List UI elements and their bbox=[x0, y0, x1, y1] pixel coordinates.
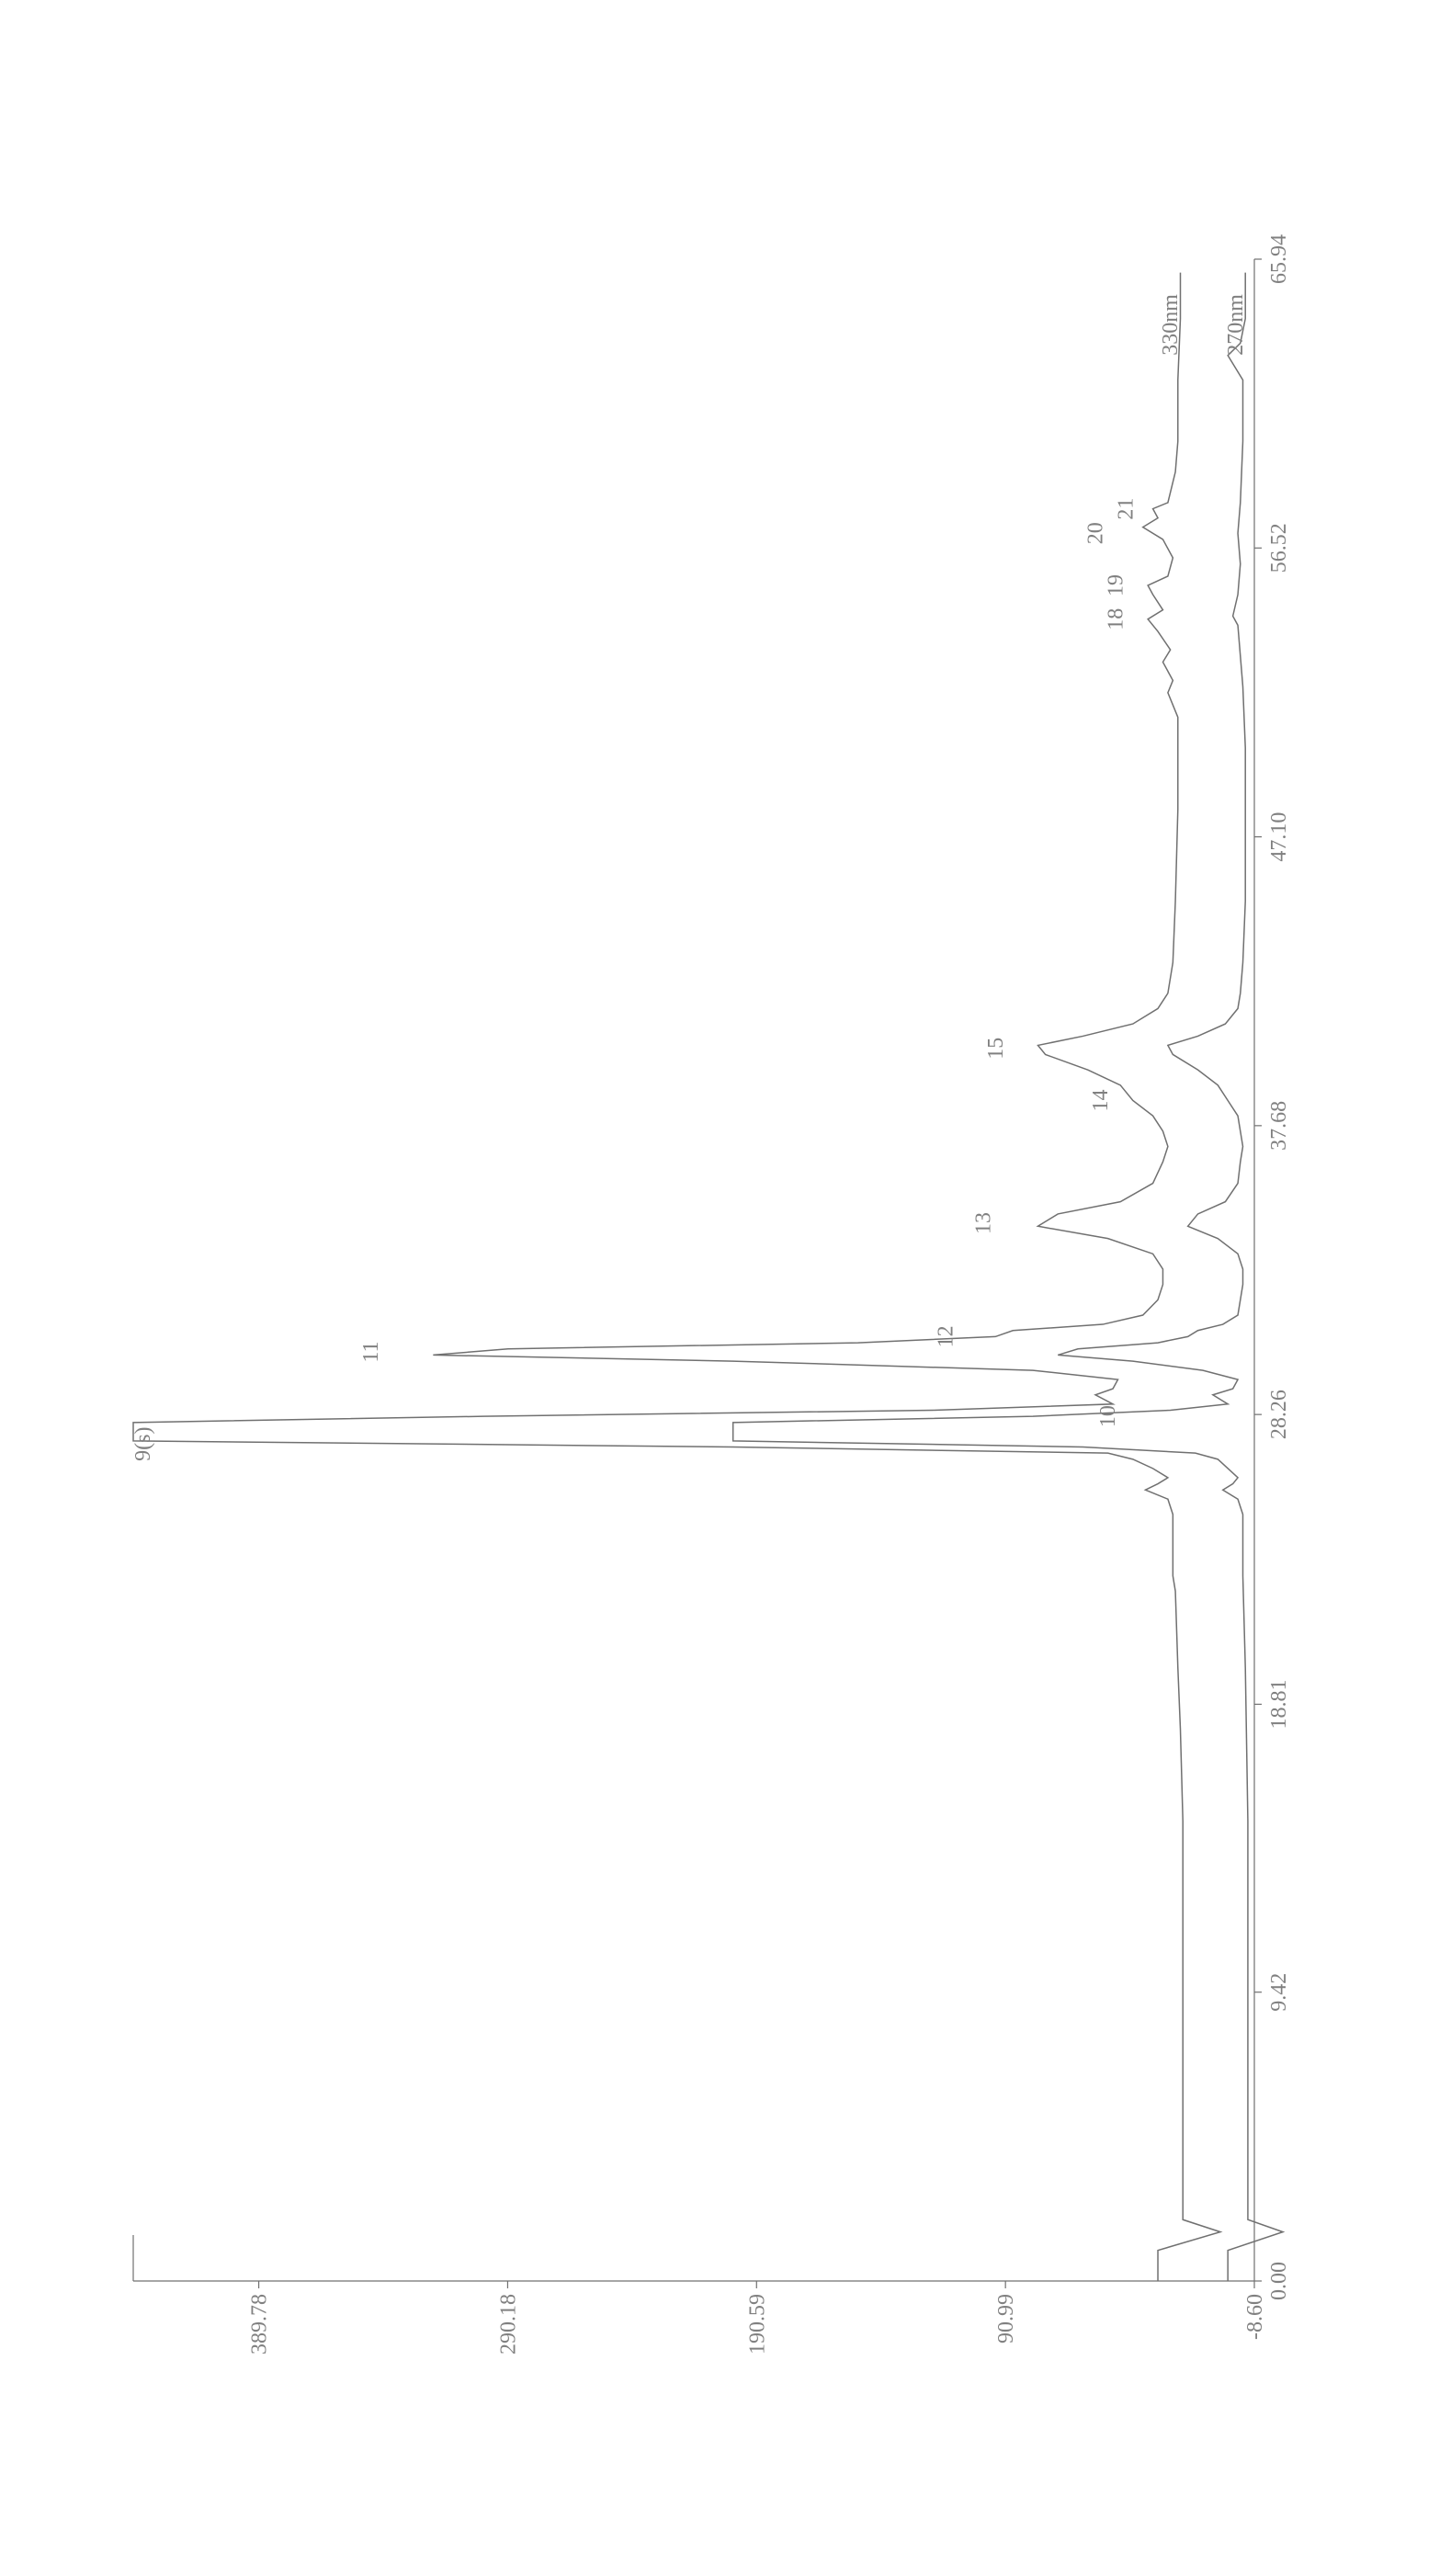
lower-trace-270nm bbox=[732, 272, 1282, 2280]
peak-label: 13 bbox=[971, 1211, 995, 1233]
y-tick-label: 389.78 bbox=[247, 2294, 271, 2355]
x-tick-label: 47.10 bbox=[1267, 811, 1291, 861]
y-tick-label: -8.60 bbox=[1243, 2294, 1267, 2340]
peak-label: 19 bbox=[1104, 573, 1128, 596]
peak-label: 18 bbox=[1104, 607, 1128, 630]
y-tick-label: 290.18 bbox=[496, 2294, 520, 2355]
y-tick-label: 90.99 bbox=[994, 2294, 1018, 2343]
peak-label: 21 bbox=[1114, 497, 1138, 519]
peak-label: 9(s) bbox=[131, 1426, 155, 1460]
y-tick-label: 190.59 bbox=[745, 2294, 769, 2355]
upper-trace-330nm bbox=[133, 272, 1220, 2280]
chart-svg: -8.60 90.99 190.59 290.18 389.78 0.00 9.42 18.8… bbox=[106, 186, 1346, 2391]
peak-label: 10 bbox=[1096, 1405, 1120, 1427]
peak-label: 12 bbox=[934, 1325, 958, 1347]
peak-label: 14 bbox=[1089, 1089, 1113, 1111]
x-tick-label: 0.00 bbox=[1267, 2262, 1291, 2300]
trace-label-upper: 330nm bbox=[1159, 293, 1183, 355]
x-tick-label: 37.68 bbox=[1267, 1100, 1291, 1150]
x-tick-label: 28.26 bbox=[1267, 1390, 1291, 1439]
chromatogram-chart: -8.60 90.99 190.59 290.18 389.78 0.00 9.42 18.8… bbox=[106, 186, 1346, 2391]
peak-label: 20 bbox=[1083, 522, 1107, 544]
peak-label: 15 bbox=[983, 1037, 1007, 1059]
x-tick-label: 65.94 bbox=[1267, 234, 1291, 284]
x-tick-label: 18.81 bbox=[1267, 1679, 1291, 1729]
x-tick-label: 56.52 bbox=[1267, 523, 1291, 573]
x-tick-label: 9.42 bbox=[1267, 1972, 1291, 2011]
trace-label-lower: 270nm bbox=[1223, 293, 1247, 355]
peak-label: 11 bbox=[358, 1341, 382, 1362]
